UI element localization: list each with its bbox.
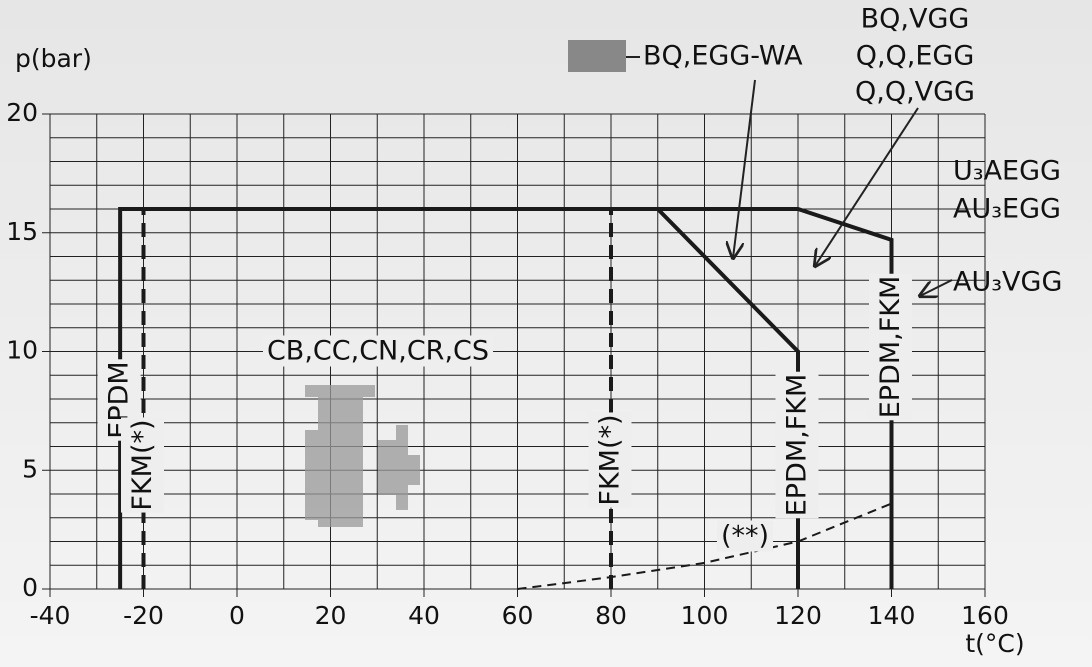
- annotation: Q,Q,EGG: [856, 41, 975, 72]
- x-tick-label: -40: [30, 601, 71, 630]
- seal-label: EPDM,FKM: [782, 374, 813, 517]
- seal-label: EPDM,FKM: [875, 276, 906, 419]
- x-tick-label: -20: [123, 601, 164, 630]
- y-tick-label: 5: [22, 454, 38, 483]
- seal-label: FKM(*): [595, 414, 626, 505]
- x-tick-label: 140: [868, 601, 916, 630]
- x-tick-label: 160: [961, 601, 1009, 630]
- x-tick-label: 60: [502, 601, 534, 630]
- annotation: AU₃EGG: [953, 194, 1061, 225]
- x-tick-label: 20: [315, 601, 347, 630]
- x-axis-label: t(°C): [965, 629, 1024, 658]
- annotation: BQ,VGG: [861, 4, 970, 35]
- annotation: CB,CC,CN,CR,CS: [267, 336, 489, 367]
- annotation: BQ,EGG-WA: [643, 41, 803, 72]
- y-tick-label: 20: [6, 98, 38, 127]
- annotation: AU₃VGG: [953, 267, 1062, 298]
- y-axis-label: p(bar): [15, 44, 92, 73]
- chart: -40 -20 0 20 40 60 80 100 120 140 160 0 5 10 15 20 p(ba…: [0, 0, 1092, 667]
- y-tick-label: 15: [6, 217, 38, 246]
- annotation: U₃AEGG: [953, 156, 1061, 187]
- y-tick-label: 0: [22, 573, 38, 602]
- seal-icon: [568, 40, 626, 72]
- x-tick-label: 80: [595, 601, 627, 630]
- x-tick-label: 120: [774, 601, 822, 630]
- x-tick-label: 0: [229, 601, 245, 630]
- annotation: Q,Q,VGG: [855, 77, 975, 108]
- seal-label: FKM(*): [127, 419, 158, 510]
- x-tick-label: 100: [681, 601, 729, 630]
- annotation: (**): [721, 521, 769, 552]
- x-tick-label: 40: [408, 601, 440, 630]
- y-tick-label: 10: [6, 336, 38, 365]
